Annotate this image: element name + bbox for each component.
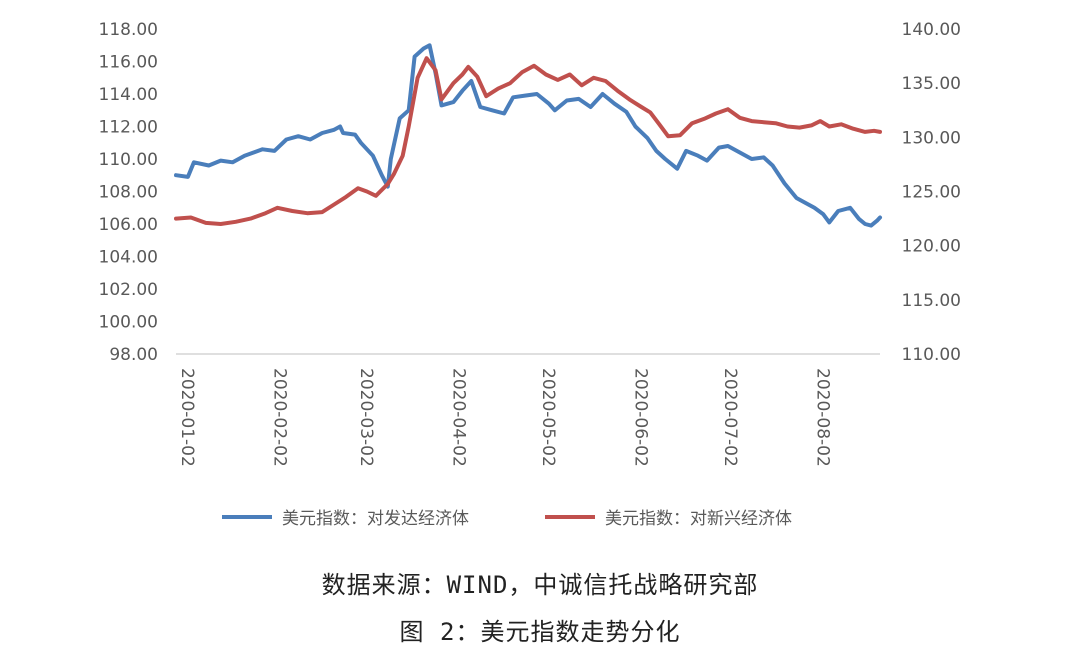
line-chart: 118.00 116.00 114.00 112.00 110.00 108.00 106.…: [99, 20, 961, 529]
left-tick-label: 118.00: [99, 20, 158, 40]
x-tick-label: 2020-06-02: [630, 368, 650, 467]
right-tick-label: 140.00: [902, 20, 961, 40]
figure-title: 图 2：美元指数走势分化: [399, 618, 681, 646]
left-tick-label: 110.00: [99, 150, 158, 170]
right-tick-label: 110.00: [902, 345, 961, 365]
series-line-developed: [174, 43, 882, 228]
left-tick-label: 98.00: [109, 345, 158, 365]
x-tick-label: 2020-04-02: [448, 368, 468, 467]
left-axis-tick-labels: 118.00 116.00 114.00 112.00 110.00 108.00 106.…: [99, 20, 158, 365]
right-tick-label: 135.00: [902, 74, 961, 94]
x-tick-label: 2020-02-02: [269, 368, 289, 467]
x-tick-label: 2020-01-02: [177, 368, 197, 467]
right-tick-label: 120.00: [902, 237, 961, 257]
left-tick-label: 112.00: [99, 118, 158, 138]
series-lines: [174, 43, 882, 228]
left-tick-label: 114.00: [99, 85, 158, 105]
x-axis-tick-labels: 2020-01-02 2020-02-02 2020-03-02 2020-04-02…: [177, 368, 832, 467]
left-tick-label: 108.00: [99, 183, 158, 203]
legend-label-emerging: 美元指数：对新兴经济体: [605, 509, 792, 529]
x-tick-label: 2020-05-02: [538, 368, 558, 467]
right-tick-label: 125.00: [902, 183, 961, 203]
source-note: 数据来源：WIND，中诚信托战略研究部: [321, 571, 759, 599]
x-tick-label: 2020-03-02: [356, 368, 376, 467]
x-tick-label: 2020-08-02: [812, 368, 832, 467]
left-tick-label: 104.00: [99, 248, 158, 268]
series-line-emerging: [174, 56, 882, 226]
right-tick-label: 115.00: [902, 291, 961, 311]
legend-label-developed: 美元指数：对发达经济体: [282, 509, 469, 529]
left-tick-label: 102.00: [99, 280, 158, 300]
left-tick-label: 100.00: [99, 313, 158, 333]
right-axis-tick-labels: 140.00 135.00 130.00 125.00 120.00 115.00 110.…: [902, 20, 961, 365]
left-tick-label: 106.00: [99, 215, 158, 235]
right-tick-label: 130.00: [902, 128, 961, 148]
left-tick-label: 116.00: [99, 53, 158, 73]
x-tick-label: 2020-07-02: [720, 368, 740, 467]
legend: 美元指数：对发达经济体 美元指数：对新兴经济体: [222, 509, 792, 529]
